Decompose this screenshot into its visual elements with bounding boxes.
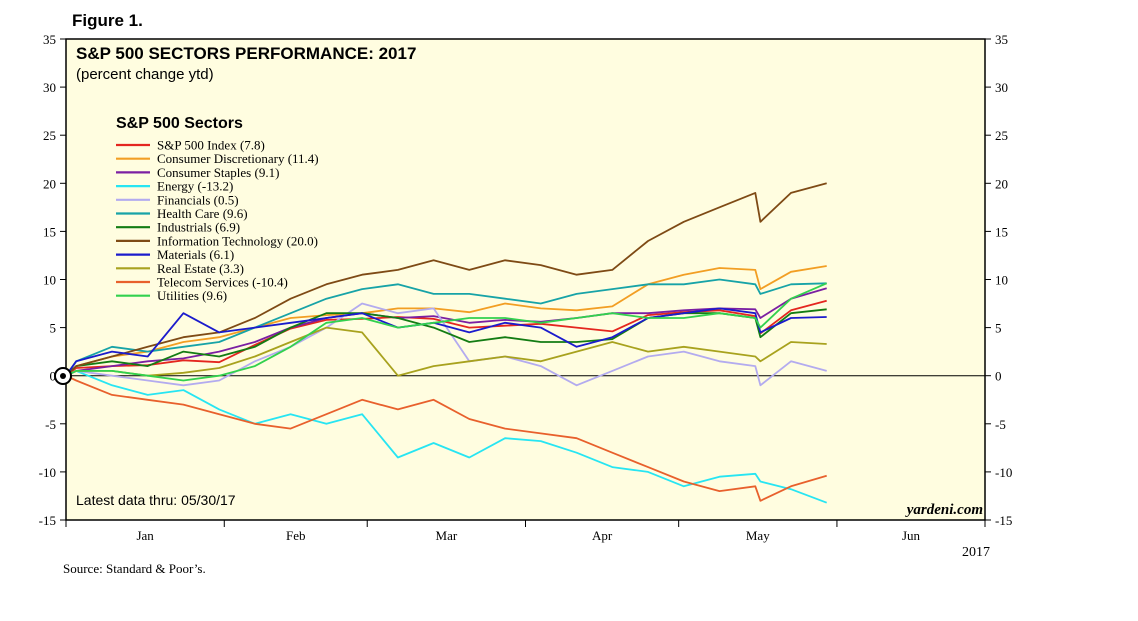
x-year-label: 2017 <box>962 545 990 560</box>
series-line-9 <box>65 326 827 377</box>
legend-label: Financials (0.5) <box>157 192 239 207</box>
y-tick-label-left: 5 <box>50 321 57 336</box>
y-tick-label-right: 15 <box>995 224 1008 239</box>
y-axis-left: -15 -10 -5 0 5 10 15 20 25 30 35 <box>39 32 66 528</box>
y-tick-label-left: -10 <box>39 465 56 480</box>
x-tick-label: Feb <box>286 528 306 543</box>
origin-marker-dot <box>60 373 66 379</box>
y-tick-label-left: 30 <box>43 80 56 95</box>
source-note: Source: Standard & Poor’s. <box>63 561 206 576</box>
y-tick-label-right: -15 <box>995 513 1012 528</box>
series-line-8 <box>65 307 827 377</box>
series-line-10 <box>65 374 827 502</box>
legend-label: Information Technology (20.0) <box>157 233 318 248</box>
y-tick-label-left: 10 <box>43 273 56 288</box>
series-line-7 <box>65 182 827 377</box>
y-tick-label-right: 10 <box>995 273 1008 288</box>
x-axis: Jan Feb Mar Apr May Jun <box>65 520 986 543</box>
legend-title: S&P 500 Sectors <box>116 115 243 132</box>
x-tick-label: Jan <box>136 528 154 543</box>
series-line-11 <box>65 282 828 382</box>
legend-label: Real Estate (3.3) <box>157 261 244 276</box>
x-tick-label: Jun <box>902 528 921 543</box>
legend-label: Consumer Staples (9.1) <box>157 165 279 180</box>
x-tick-label: Mar <box>436 528 458 543</box>
y-tick-label-right: -5 <box>995 417 1006 432</box>
y-tick-label-right: 30 <box>995 80 1008 95</box>
legend-label: Industrials (6.9) <box>157 220 240 235</box>
y-tick-label-left: 25 <box>43 128 56 143</box>
y-tick-label-right: 25 <box>995 128 1008 143</box>
legend-label: Utilities (9.6) <box>157 288 227 303</box>
y-tick-label-left: -5 <box>45 417 56 432</box>
legend-label: Health Care (9.6) <box>157 206 248 221</box>
chart-subtitle: (percent change ytd) <box>76 66 214 83</box>
y-tick-label-right: 20 <box>995 176 1008 191</box>
series-line-3 <box>65 369 828 504</box>
y-tick-label-right: 35 <box>995 32 1008 47</box>
x-tick-label: May <box>746 528 770 543</box>
y-tick-label-right: 5 <box>995 321 1002 336</box>
series-layer <box>65 182 828 504</box>
latest-data-note: Latest data thru: 05/30/17 <box>76 492 236 508</box>
legend-label: Energy (-13.2) <box>157 179 233 194</box>
series-line-5 <box>65 278 827 377</box>
series-line-1 <box>65 265 827 377</box>
x-tick-label: Apr <box>592 528 613 543</box>
series-line-0 <box>65 299 827 377</box>
figure-label: Figure 1. <box>72 11 143 30</box>
legend-label: Consumer Discretionary (11.4) <box>157 151 319 166</box>
y-tick-label-right: 0 <box>995 369 1002 384</box>
y-tick-label-left: 20 <box>43 176 56 191</box>
legend-label: Telecom Services (-10.4) <box>157 275 288 290</box>
y-tick-label-left: -15 <box>39 513 56 528</box>
chart-title: S&P 500 SECTORS PERFORMANCE: 2017 <box>76 44 416 63</box>
legend: S&P 500 Index (7.8)Consumer Discretionar… <box>116 138 319 303</box>
legend-label: S&P 500 Index (7.8) <box>157 138 265 153</box>
y-tick-label-right: -10 <box>995 465 1012 480</box>
y-tick-label-left: 35 <box>43 32 56 47</box>
y-axis-right: -15 -10 -5 0 5 10 15 20 25 30 35 <box>985 32 1012 528</box>
legend-label: Materials (6.1) <box>157 247 234 262</box>
y-tick-label-left: 0 <box>50 369 57 384</box>
y-tick-label-left: 15 <box>43 224 56 239</box>
watermark: yardeni.com <box>905 502 983 518</box>
